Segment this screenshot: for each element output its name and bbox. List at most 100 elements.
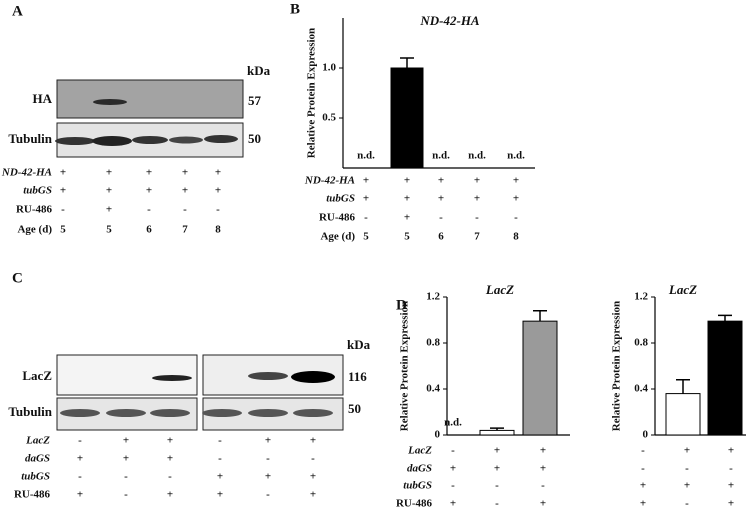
condition-value: -: [541, 480, 545, 492]
value-label: n.d.: [507, 150, 525, 162]
y-tick-label: 0: [643, 429, 649, 441]
condition-value: +: [728, 498, 734, 508]
chart-title: LacZ: [668, 282, 697, 297]
condition-value: +: [106, 204, 112, 216]
condition-value: +: [182, 185, 188, 197]
condition-value: 5: [60, 224, 66, 236]
value-label: n.d.: [468, 150, 486, 162]
blot-band: [60, 409, 100, 417]
condition-value: +: [540, 498, 546, 508]
condition-value: +: [684, 445, 690, 457]
blot-box: [56, 354, 198, 396]
condition-value: +: [474, 193, 480, 205]
condition-value: -: [216, 204, 220, 216]
blot-band: [204, 135, 238, 143]
condition-value: +: [640, 480, 646, 492]
blot-band: [92, 136, 132, 146]
condition-value: -: [729, 463, 733, 475]
condition-value: +: [60, 185, 66, 197]
bar: [707, 320, 743, 436]
band-label: Tubulin: [8, 404, 52, 419]
blot-band: [248, 409, 288, 417]
condition-value: -: [685, 463, 689, 475]
condition-value: +: [438, 175, 444, 187]
error-bar: [676, 379, 690, 394]
condition-value: +: [728, 480, 734, 492]
condition-value: -: [168, 471, 172, 483]
band-label: LacZ: [22, 368, 52, 383]
bar: [390, 67, 424, 169]
condition-value: -: [641, 445, 645, 457]
condition-value: +: [728, 445, 734, 457]
condition-value: +: [217, 489, 223, 501]
y-axis-label: Relative Protein Expression: [611, 301, 623, 431]
condition-value: +: [494, 445, 500, 457]
condition-value: +: [106, 167, 112, 179]
condition-value: -: [183, 204, 187, 216]
condition-label: tubGS: [326, 193, 355, 205]
band-label: Tubulin: [8, 131, 52, 146]
condition-value: +: [404, 212, 410, 224]
condition-label: Age (d): [17, 224, 52, 236]
condition-value: +: [265, 435, 271, 447]
condition-value: +: [684, 480, 690, 492]
condition-value: -: [266, 489, 270, 501]
y-tick-label: 0.4: [634, 383, 648, 395]
condition-value: -: [514, 212, 518, 224]
condition-value: +: [215, 185, 221, 197]
condition-value: -: [311, 453, 315, 465]
condition-value: +: [474, 175, 480, 187]
blot-band: [248, 372, 288, 380]
condition-value: -: [61, 204, 65, 216]
condition-label: tubGS: [23, 185, 52, 197]
condition-value: +: [123, 435, 129, 447]
condition-label: ND-42-HA: [1, 167, 52, 179]
condition-label: Age (d): [320, 231, 355, 243]
condition-label: RU-486: [319, 212, 356, 224]
band-label: HA: [33, 91, 53, 106]
condition-value: +: [215, 167, 221, 179]
blot-band: [291, 371, 335, 383]
condition-value: +: [106, 185, 112, 197]
condition-value: -: [78, 471, 82, 483]
y-tick-label: 0.4: [426, 383, 440, 395]
blot-band: [150, 409, 190, 417]
value-label: n.d.: [357, 150, 375, 162]
y-axis-label: Relative Protein Expression: [306, 28, 318, 158]
y-tick-label: 1.2: [634, 291, 648, 303]
y-tick-label: 0: [435, 429, 441, 441]
blot-band: [132, 136, 168, 144]
value-label: n.d.: [432, 150, 450, 162]
condition-value: 6: [438, 231, 444, 243]
condition-label: RU-486: [396, 498, 433, 508]
bar: [665, 393, 701, 436]
condition-value: +: [167, 489, 173, 501]
condition-value: +: [404, 175, 410, 187]
condition-value: 7: [182, 224, 188, 236]
condition-value: -: [124, 471, 128, 483]
error-bar: [718, 314, 732, 322]
condition-label: tubGS: [21, 471, 50, 483]
bar: [479, 429, 515, 436]
condition-value: +: [540, 463, 546, 475]
condition-value: +: [513, 193, 519, 205]
condition-value: +: [167, 453, 173, 465]
condition-label: RU-486: [16, 204, 53, 216]
marker-label: 57: [248, 93, 262, 108]
condition-value: -: [218, 435, 222, 447]
condition-value: 5: [106, 224, 112, 236]
blot-a: kDa HA 57 Tubulin 50: [8, 63, 271, 158]
condition-label: RU-486: [14, 489, 51, 501]
condition-value: +: [123, 453, 129, 465]
blot-band: [152, 375, 192, 381]
condition-value: -: [451, 445, 455, 457]
condition-value: -: [364, 212, 368, 224]
blot-band: [93, 99, 127, 105]
blot-c: kDa LacZ 116 Tubulin 50: [8, 337, 371, 431]
chart-title: LacZ: [485, 282, 514, 297]
condition-value: +: [77, 453, 83, 465]
bar: [522, 320, 558, 436]
condition-value: +: [310, 435, 316, 447]
marker-label: 50: [248, 131, 261, 146]
condition-value: -: [495, 480, 499, 492]
